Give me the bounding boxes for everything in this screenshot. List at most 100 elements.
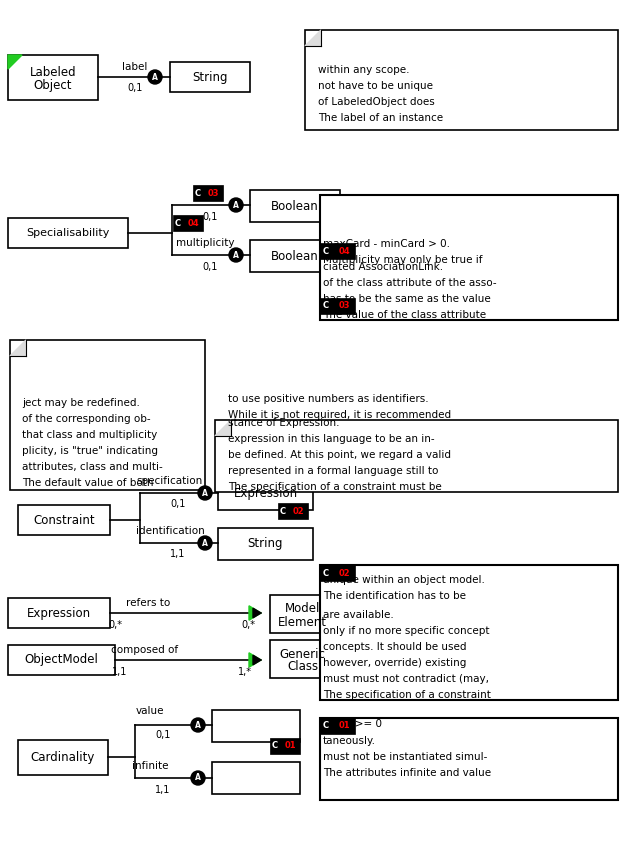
- Text: 02: 02: [292, 506, 304, 516]
- Text: however, override) existing: however, override) existing: [323, 658, 467, 668]
- Text: Expression: Expression: [234, 487, 298, 500]
- Text: A: A: [152, 73, 158, 81]
- Text: of the corresponding ob-: of the corresponding ob-: [22, 414, 151, 424]
- Text: 01: 01: [284, 741, 296, 751]
- FancyBboxPatch shape: [10, 340, 205, 490]
- FancyBboxPatch shape: [8, 55, 98, 100]
- Text: must must not contradict (may,: must must not contradict (may,: [323, 674, 489, 684]
- Text: concepts. It should be used: concepts. It should be used: [323, 642, 467, 652]
- Text: A: A: [195, 773, 201, 783]
- FancyBboxPatch shape: [278, 503, 308, 519]
- Text: 02: 02: [338, 569, 350, 577]
- Text: C: C: [323, 302, 329, 310]
- FancyBboxPatch shape: [212, 710, 300, 742]
- Text: be defined. At this point, we regard a valid: be defined. At this point, we regard a v…: [228, 450, 451, 460]
- FancyBboxPatch shape: [320, 565, 618, 700]
- Text: has to be the same as the value: has to be the same as the value: [323, 294, 490, 304]
- FancyBboxPatch shape: [320, 195, 618, 320]
- Text: 0,1: 0,1: [202, 262, 218, 272]
- Text: String: String: [248, 538, 283, 551]
- Text: 1,*: 1,*: [238, 667, 252, 677]
- Text: 04: 04: [338, 246, 350, 256]
- Polygon shape: [305, 30, 321, 46]
- Text: expression in this language to be an in-: expression in this language to be an in-: [228, 434, 435, 444]
- Text: The value of the class attribute: The value of the class attribute: [323, 310, 486, 320]
- Text: must not be instantiated simul-: must not be instantiated simul-: [323, 752, 487, 762]
- Circle shape: [191, 718, 205, 732]
- Text: 0,1: 0,1: [155, 730, 171, 740]
- FancyBboxPatch shape: [320, 718, 355, 734]
- Text: Cardinality: Cardinality: [31, 751, 95, 764]
- Text: Constraint: Constraint: [33, 513, 95, 526]
- Circle shape: [198, 486, 212, 500]
- Polygon shape: [253, 608, 261, 618]
- Polygon shape: [253, 655, 261, 665]
- Text: that class and multiplicity: that class and multiplicity: [22, 430, 157, 440]
- Text: The specification of a constraint: The specification of a constraint: [323, 690, 491, 700]
- Text: 03: 03: [338, 302, 350, 310]
- Text: of LabeledObject does: of LabeledObject does: [318, 97, 435, 107]
- Polygon shape: [215, 420, 231, 436]
- Text: ciated AssociationLink.: ciated AssociationLink.: [323, 262, 443, 272]
- FancyBboxPatch shape: [218, 528, 313, 560]
- Text: multiplicity: multiplicity: [176, 238, 234, 248]
- Text: Labeled: Labeled: [30, 66, 77, 79]
- Text: 04: 04: [187, 218, 199, 227]
- Text: A: A: [195, 720, 201, 729]
- Text: ObjectModel: ObjectModel: [24, 654, 99, 667]
- Text: The identification has to be: The identification has to be: [323, 591, 466, 601]
- Text: A: A: [202, 488, 208, 498]
- Text: C: C: [280, 506, 286, 516]
- Text: Model: Model: [285, 603, 320, 616]
- Text: taneously.: taneously.: [323, 736, 376, 746]
- Text: value >= 0: value >= 0: [323, 719, 382, 729]
- Text: attributes, class and multi-: attributes, class and multi-: [22, 462, 163, 472]
- FancyBboxPatch shape: [215, 420, 618, 492]
- Text: 1,1: 1,1: [112, 667, 127, 677]
- FancyBboxPatch shape: [193, 185, 223, 201]
- Text: 0,1: 0,1: [127, 83, 143, 93]
- Text: 1,1: 1,1: [170, 549, 186, 559]
- Text: infinite: infinite: [132, 761, 168, 771]
- FancyBboxPatch shape: [270, 595, 335, 633]
- Text: ject may be redefined.: ject may be redefined.: [22, 398, 140, 408]
- Circle shape: [229, 248, 243, 262]
- Text: C: C: [272, 741, 278, 751]
- Text: The label of an instance: The label of an instance: [318, 113, 443, 123]
- FancyBboxPatch shape: [320, 243, 355, 259]
- Text: only if no more specific concept: only if no more specific concept: [323, 626, 489, 636]
- Text: composed of: composed of: [111, 645, 178, 655]
- Polygon shape: [10, 340, 26, 356]
- Text: C: C: [323, 569, 329, 577]
- FancyBboxPatch shape: [250, 190, 340, 222]
- Text: Generic: Generic: [279, 648, 325, 661]
- FancyBboxPatch shape: [8, 218, 128, 248]
- FancyBboxPatch shape: [270, 738, 300, 754]
- Text: 03: 03: [207, 188, 219, 198]
- Text: value: value: [136, 706, 165, 716]
- Text: specification: specification: [137, 476, 203, 486]
- Text: The default value of both: The default value of both: [22, 478, 153, 488]
- Text: C: C: [195, 188, 201, 198]
- Text: label: label: [122, 62, 148, 72]
- FancyBboxPatch shape: [212, 762, 300, 794]
- FancyBboxPatch shape: [250, 240, 340, 272]
- FancyBboxPatch shape: [320, 565, 355, 581]
- Text: The specification of a constraint must be: The specification of a constraint must b…: [228, 482, 441, 492]
- Text: Class: Class: [287, 661, 318, 674]
- Text: Boolean: Boolean: [271, 250, 319, 263]
- Text: A: A: [233, 251, 239, 259]
- Text: refers to: refers to: [126, 598, 170, 608]
- Circle shape: [191, 771, 205, 785]
- FancyBboxPatch shape: [8, 598, 110, 628]
- FancyBboxPatch shape: [18, 740, 108, 775]
- Text: Element: Element: [278, 616, 327, 629]
- FancyBboxPatch shape: [305, 30, 618, 130]
- FancyBboxPatch shape: [18, 505, 110, 535]
- Text: identification: identification: [136, 526, 204, 536]
- Text: Expression: Expression: [27, 607, 91, 620]
- Text: are available.: are available.: [323, 610, 394, 620]
- Text: A: A: [233, 200, 239, 210]
- Text: 0,1: 0,1: [170, 499, 186, 509]
- Text: Multiplicity may only be true if: Multiplicity may only be true if: [323, 255, 482, 265]
